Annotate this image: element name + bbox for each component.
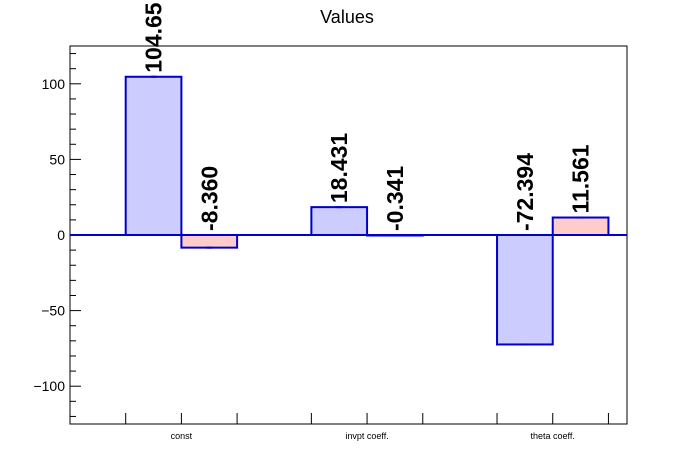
bars: [70, 75, 627, 346]
bar: [551, 216, 610, 237]
bar: [180, 234, 239, 249]
y-tick-label: 50: [49, 151, 65, 167]
y-tick-label: −100: [33, 378, 65, 394]
bar: [310, 206, 369, 236]
data-label: 18.431: [326, 133, 352, 204]
data-label: -0.341: [382, 166, 408, 231]
bar: [496, 234, 554, 346]
data-label: 104.65: [141, 2, 167, 73]
y-tick-label: 0: [57, 227, 65, 243]
x-axis: const invpt coeff. theta coeff.: [125, 413, 609, 441]
x-category-label: theta coeff.: [531, 431, 575, 441]
data-label: -8.360: [196, 166, 222, 231]
data-label: 11.561: [568, 144, 594, 213]
y-axis: −100 −50 0 50 100: [33, 53, 81, 417]
bar: [124, 75, 183, 237]
y-tick-label: 100: [42, 76, 66, 92]
x-category-label: invpt coeff.: [345, 431, 388, 441]
x-category-label: const: [171, 431, 193, 441]
y-tick-label: −50: [41, 303, 65, 319]
data-labels: 104.65 18.431 -72.394 -8.360 -0.341 11.561: [141, 2, 594, 231]
chart-title: Values: [320, 7, 374, 27]
data-label: -72.394: [512, 153, 538, 231]
